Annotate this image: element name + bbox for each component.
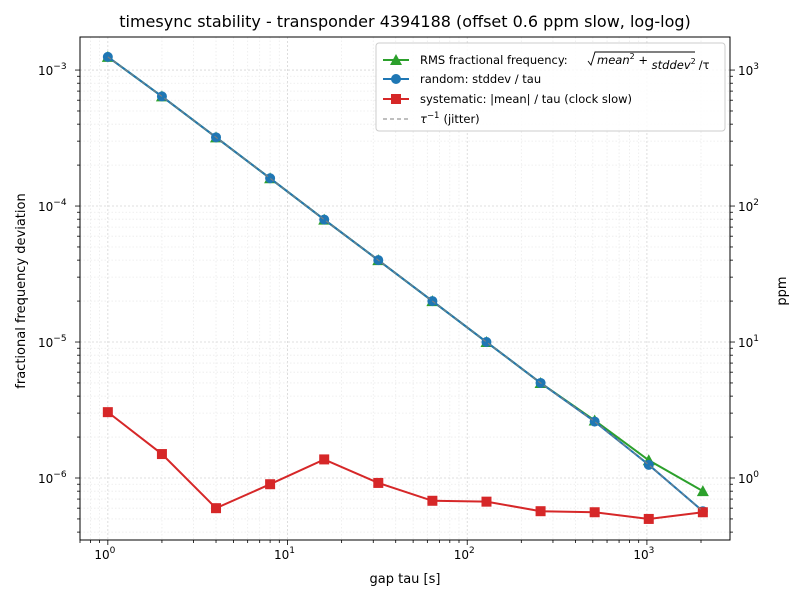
data-point — [589, 507, 600, 518]
sqrt-sign — [587, 51, 695, 66]
data-point — [319, 214, 330, 225]
legend-label: τ−1 (jitter) — [420, 111, 480, 126]
data-point — [265, 479, 276, 490]
data-point — [265, 173, 276, 184]
data-point — [211, 503, 222, 514]
legend-swatch-marker — [390, 54, 402, 65]
y-tick-label: 10−3 — [38, 62, 67, 78]
y-tick-label-group: 10−6 — [38, 470, 67, 486]
data-point — [696, 485, 709, 497]
legend: RMS fractional frequency: mean2 + stddev2… — [375, 42, 726, 132]
x-tick-label: 101 — [274, 546, 295, 562]
y-right-tick-label: 101 — [738, 334, 759, 350]
data-point — [373, 477, 384, 488]
legend-label: systematic: |mean| / tau (clock slow) — [420, 92, 632, 106]
data-point — [481, 496, 492, 507]
plot-series — [101, 50, 709, 524]
series-line — [107, 56, 704, 512]
legend-entry: τ−1 (jitter) — [383, 111, 480, 126]
series-line — [107, 411, 703, 520]
x-tick-label: 102 — [454, 546, 475, 562]
y-right-tick-label: 102 — [738, 198, 759, 214]
series-group — [107, 56, 704, 512]
legend-entry: random: stddev / tau — [383, 72, 541, 86]
y-tick-label-group: 10−3 — [38, 62, 67, 78]
legend-label: RMS fractional frequency: — [420, 53, 568, 67]
y-tick-label-group: 10−4 — [38, 198, 67, 214]
data-point — [156, 91, 167, 102]
data-point — [589, 416, 600, 427]
data-point — [102, 407, 113, 418]
axes: 100 101 102 103 10−3 10−4 10−5 10−6 103 102 101 100 — [38, 36, 759, 562]
data-point — [697, 507, 708, 518]
legend-formula: mean2 + stddev2/τ — [597, 52, 710, 72]
y-tick-label: 10−4 — [38, 198, 67, 214]
legend-label: random: stddev / tau — [420, 72, 541, 86]
data-point — [535, 506, 546, 517]
data-point — [643, 513, 654, 524]
legend-entry: RMS fractional frequency: mean2 + stddev2… — [383, 51, 710, 72]
legend-swatch-marker — [391, 94, 401, 104]
data-point — [156, 449, 167, 460]
data-point — [319, 454, 330, 465]
plot-frame — [79, 36, 731, 541]
y-right-tick-label: 103 — [738, 62, 759, 78]
legend-box — [375, 42, 726, 132]
y-tick-label: 10−5 — [38, 334, 67, 350]
y-tick-label-group: 10−5 — [38, 334, 67, 350]
y-right-axis-label: ppm — [775, 276, 790, 305]
chart-title: timesync stability - transponder 4394188… — [119, 12, 691, 31]
data-point — [481, 337, 492, 348]
x-tick-label: 100 — [94, 546, 115, 562]
x-axis-label: gap tau [s] — [370, 572, 441, 587]
y-axis-label: fractional frequency deviation — [14, 193, 29, 388]
legend-entry: systematic: |mean| / tau (clock slow) — [383, 92, 632, 106]
x-tick-label: 103 — [633, 546, 654, 562]
y-right-tick-label: 100 — [738, 470, 759, 486]
y-tick-label: 10−6 — [38, 470, 67, 486]
series-group — [102, 407, 708, 524]
data-point — [427, 495, 438, 506]
legend-swatch-marker — [391, 74, 401, 84]
